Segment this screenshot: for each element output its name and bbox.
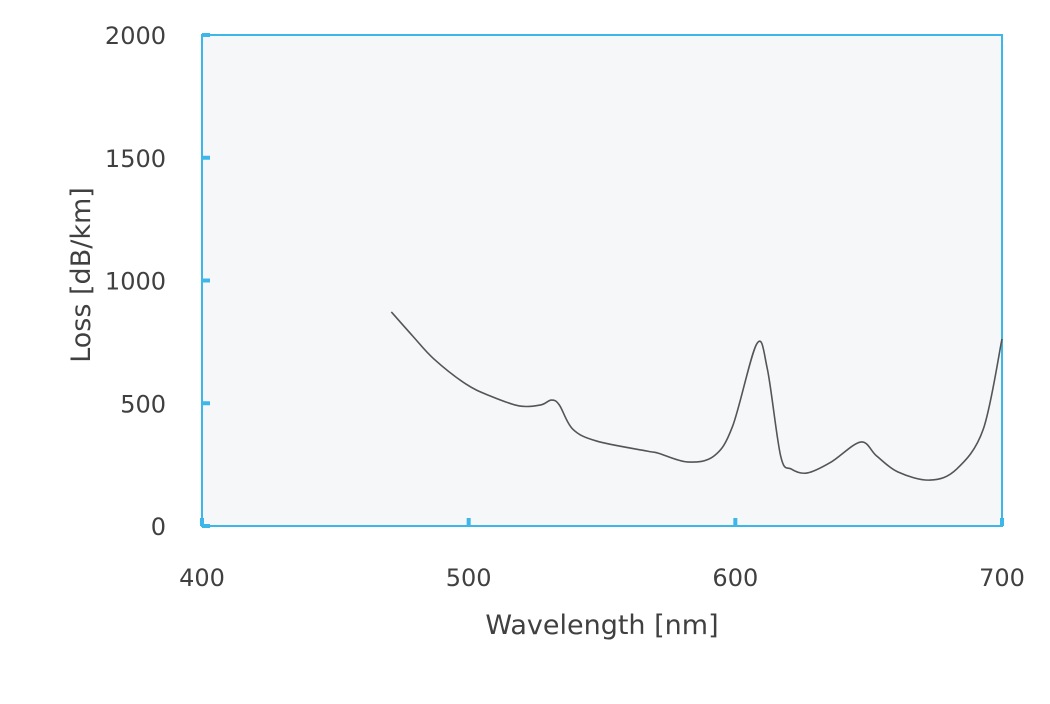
- y-tick-label: 500: [120, 390, 166, 418]
- x-axis-label: Wavelength [nm]: [485, 610, 718, 641]
- x-tick-label: 600: [712, 564, 758, 592]
- y-tick-label: 1500: [105, 145, 166, 173]
- plot-area: [202, 35, 1002, 526]
- x-tick-label: 700: [979, 564, 1025, 592]
- y-tick-label: 2000: [105, 22, 166, 50]
- y-tick-label: 1000: [105, 268, 166, 296]
- x-tick-label: 500: [446, 564, 492, 592]
- loss-series-line: [390, 311, 1003, 481]
- y-tick-label: 0: [151, 513, 166, 541]
- y-axis-label: Loss [dB/km]: [66, 187, 97, 363]
- x-tick-label: 400: [179, 564, 225, 592]
